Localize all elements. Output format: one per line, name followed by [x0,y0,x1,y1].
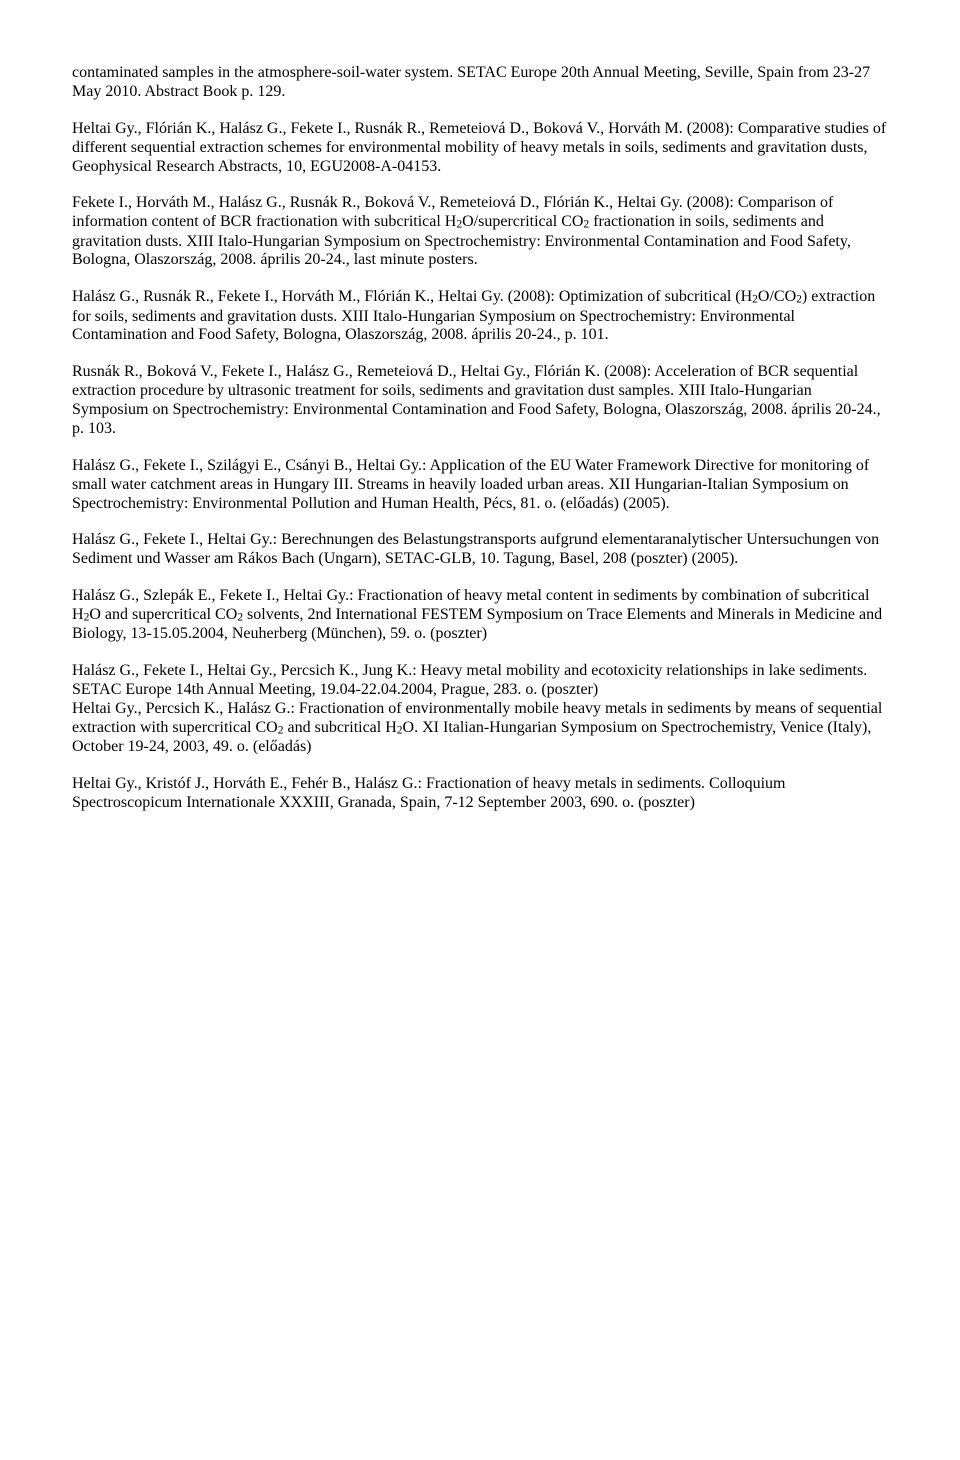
reference-paragraph: Fekete I., Horváth M., Halász G., Rusnák… [72,194,892,270]
reference-paragraph: Halász G., Fekete I., Heltai Gy., Percsi… [72,662,892,757]
reference-paragraph: Halász G., Fekete I., Szilágyi E., Csány… [72,457,892,514]
reference-paragraph: Halász G., Rusnák R., Fekete I., Horváth… [72,288,892,345]
reference-paragraph: Heltai Gy., Kristóf J., Horváth E., Fehé… [72,775,892,813]
reference-paragraph: Halász G., Szlepák E., Fekete I., Heltai… [72,587,892,644]
reference-paragraph: contaminated samples in the atmosphere-s… [72,64,892,102]
reference-paragraph: Halász G., Fekete I., Heltai Gy.: Berech… [72,531,892,569]
reference-paragraph: Heltai Gy., Flórián K., Halász G., Feket… [72,120,892,177]
reference-paragraph: Rusnák R., Boková V., Fekete I., Halász … [72,363,892,439]
